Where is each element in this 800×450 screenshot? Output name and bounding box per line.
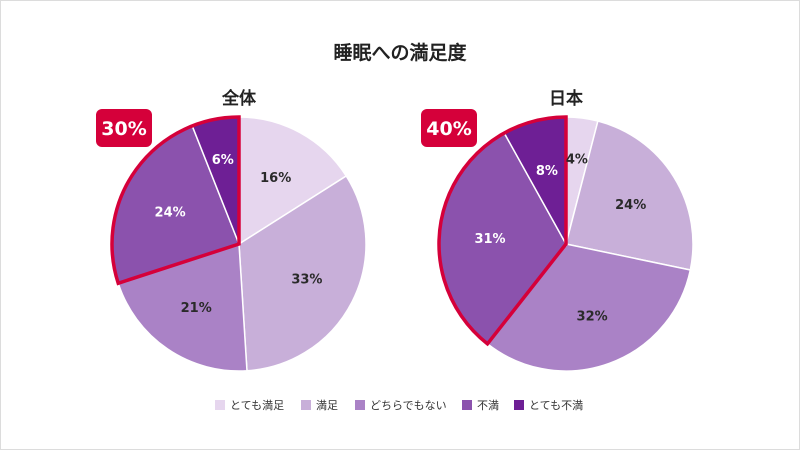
highlight-badge-1 [421, 109, 477, 147]
highlight-badge-label-1: 40% [426, 118, 471, 140]
legend-label-3: 不満 [477, 399, 499, 412]
pie-slice-0-0 [238, 116, 348, 246]
legend-swatch-4 [514, 400, 524, 410]
slice-label-1-4: 8% [536, 164, 558, 179]
slice-label-1-0: 4% [566, 152, 588, 167]
slice-label-0-2: 21% [181, 301, 212, 316]
slice-label-0-1: 33% [291, 273, 322, 288]
pie-slice-1-1 [565, 120, 694, 271]
slice-label-1-2: 32% [577, 310, 608, 325]
pie-chart-1: 日本 4% 24% 32% 31% 8% 40% [421, 88, 694, 372]
slice-label-0-0: 16% [260, 171, 291, 186]
pie-chart-0: 全体 16% 33% 21% 24% 6% 30% [96, 88, 367, 372]
legend-swatch-3 [462, 400, 472, 410]
highlight-outline-1 [437, 115, 568, 347]
pie-slice-0-1 [238, 174, 367, 372]
pie-slice-0-2 [117, 242, 248, 372]
pie-slice-1-2 [486, 243, 692, 372]
slice-label-0-4: 6% [212, 153, 234, 168]
pie-subtitle-0: 全体 [221, 88, 257, 109]
legend-label-1: 満足 [316, 399, 338, 412]
legend-swatch-1 [301, 400, 311, 410]
legend-label-4: とても不満 [529, 399, 583, 412]
slice-label-1-3: 31% [474, 232, 505, 247]
pie-subtitle-1: 日本 [549, 88, 583, 109]
legend: とても満足 満足 どちらでもない 不満 とても不満 [215, 399, 583, 412]
highlight-badge-0 [96, 109, 152, 147]
legend-label-0: とても満足 [230, 399, 284, 412]
highlight-badge-label-0: 30% [101, 118, 146, 140]
slice-label-0-3: 24% [155, 206, 186, 221]
chart-title: 睡眠への満足度 [333, 42, 467, 64]
legend-swatch-0 [215, 400, 225, 410]
legend-swatch-2 [355, 400, 365, 410]
legend-label-2: どちらでもない [370, 399, 447, 412]
highlight-outline-0 [110, 115, 241, 286]
slice-label-1-1: 24% [615, 198, 646, 213]
